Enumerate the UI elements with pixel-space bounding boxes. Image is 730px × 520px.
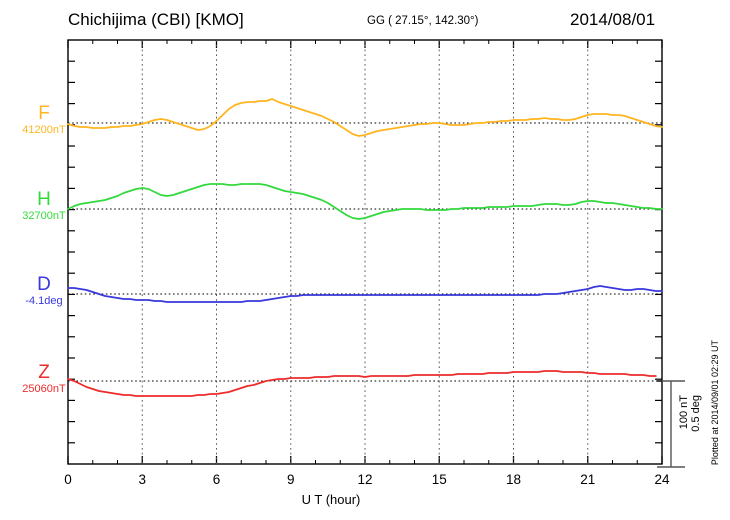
- component-baseline-value-F: 41200nT: [22, 124, 66, 136]
- component-name-F: F: [38, 103, 50, 124]
- x-tick-label: 18: [506, 472, 521, 487]
- component-baseline-value-D: -4.1deg: [25, 295, 63, 307]
- geographic-coordinates: GG ( 27.15°, 142.30°): [367, 15, 479, 27]
- scale-bar-deg-label: 0.5 deg: [690, 395, 702, 432]
- component-baseline-value-Z: 25060nT: [22, 383, 66, 395]
- trace-D: [67, 285, 663, 303]
- x-tick-label: 0: [64, 472, 72, 487]
- x-tick-label: 15: [432, 472, 447, 487]
- page-title: Chichijima (CBI) [KMO]: [68, 10, 244, 29]
- trace-F: [67, 98, 663, 137]
- plotted-at-timestamp: Plotted at 2014/09/01 02:29 UT: [710, 340, 720, 466]
- component-label-F: F 41200nT: [2, 104, 86, 136]
- component-label-Z: Z 25060nT: [2, 363, 86, 395]
- x-tick-label: 3: [138, 472, 146, 487]
- component-name-Z: Z: [38, 362, 50, 383]
- x-tick-label: 21: [580, 472, 595, 487]
- scale-bar-nt-label: 100 nT: [678, 395, 690, 430]
- component-baseline-value-H: 32700nT: [22, 210, 66, 222]
- x-tick-label: 6: [213, 472, 221, 487]
- x-axis-label: U T (hour): [301, 492, 361, 507]
- component-name-H: H: [37, 189, 51, 210]
- component-label-D: D -4.1deg: [2, 275, 86, 307]
- x-tick-label: 12: [357, 472, 372, 487]
- x-tick-label: 24: [654, 472, 670, 487]
- observation-date: 2014/08/01: [570, 10, 656, 29]
- component-name-D: D: [37, 274, 51, 295]
- component-label-H: H 32700nT: [2, 190, 86, 222]
- trace-H: [67, 183, 663, 220]
- x-tick-label: 9: [287, 472, 295, 487]
- trace-Z: [67, 370, 657, 397]
